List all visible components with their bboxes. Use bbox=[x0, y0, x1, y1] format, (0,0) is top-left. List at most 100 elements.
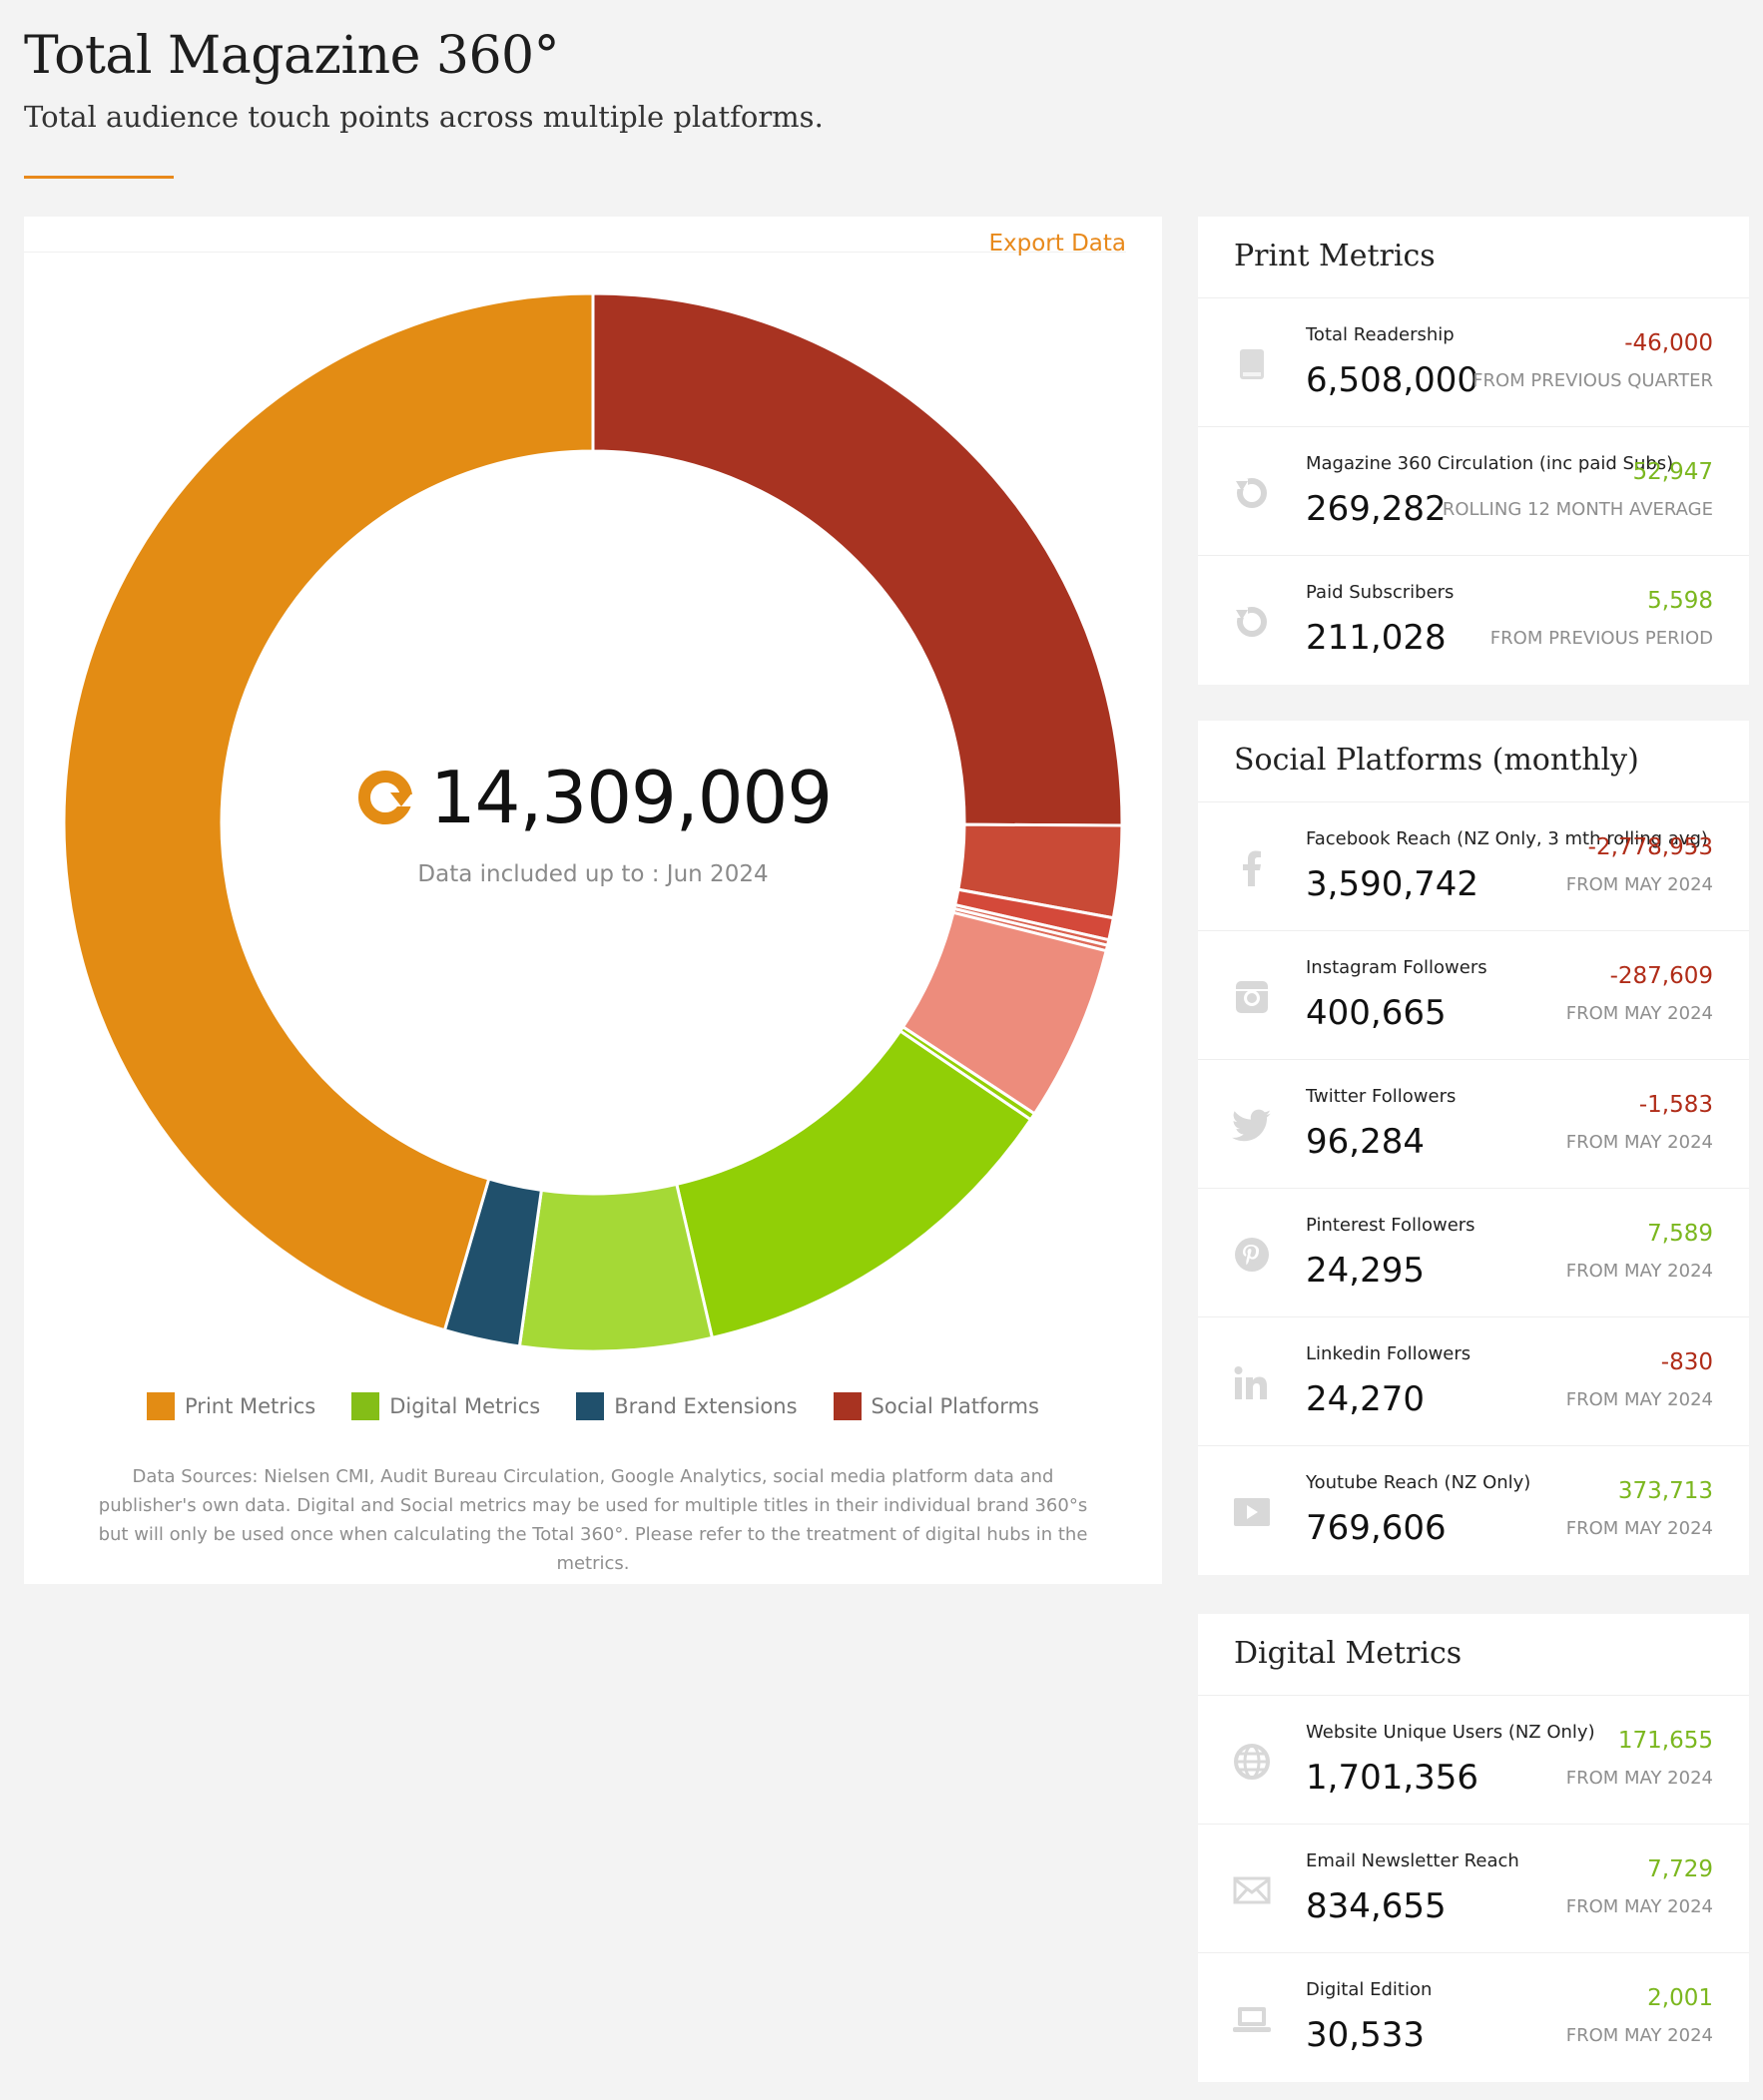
card-title: Print Metrics bbox=[1198, 217, 1749, 298]
legend-item-print[interactable]: Print Metrics bbox=[147, 1392, 315, 1420]
legend-swatch bbox=[147, 1392, 176, 1420]
metric-change: -2,778,953 bbox=[1587, 834, 1713, 860]
metric-row-total-readership: Total Readership 6,508,000 -46,000 FROM … bbox=[1198, 298, 1749, 427]
metric-change: -287,609 bbox=[1609, 963, 1713, 989]
refresh-icon bbox=[357, 771, 412, 824]
metric-value: 3,590,742 bbox=[1306, 864, 1479, 904]
metric-value: 211,028 bbox=[1306, 618, 1447, 658]
metric-period: FROM PREVIOUS QUARTER bbox=[1472, 370, 1713, 391]
refresh-icon bbox=[1232, 473, 1272, 513]
metric-period: FROM MAY 2024 bbox=[1565, 1132, 1713, 1153]
pinterest-icon bbox=[1232, 1235, 1272, 1275]
legend-item-digital[interactable]: Digital Metrics bbox=[351, 1392, 540, 1420]
metric-label: Magazine 360 Circulation (inc paid Subs) bbox=[1306, 453, 1674, 474]
page-title: Total Magazine 360° bbox=[24, 26, 560, 86]
metric-period: FROM MAY 2024 bbox=[1565, 1896, 1713, 1917]
legend-label: Brand Extensions bbox=[614, 1394, 798, 1418]
legend-item-brand[interactable]: Brand Extensions bbox=[576, 1392, 798, 1420]
mail-icon bbox=[1232, 1870, 1272, 1910]
metric-change: 2,001 bbox=[1647, 1985, 1713, 2011]
metric-period: FROM PREVIOUS PERIOD bbox=[1489, 628, 1713, 649]
legend-swatch bbox=[351, 1392, 380, 1420]
metric-value: 24,295 bbox=[1306, 1251, 1425, 1291]
legend-label: Print Metrics bbox=[185, 1394, 316, 1418]
book-icon bbox=[1232, 344, 1272, 384]
metric-period: FROM MAY 2024 bbox=[1565, 874, 1713, 895]
card-title: Social Platforms (monthly) bbox=[1198, 721, 1749, 802]
metric-row-email-newsletter: Email Newsletter Reach 834,655 7,729 FRO… bbox=[1198, 1825, 1749, 1953]
card-title: Digital Metrics bbox=[1198, 1614, 1749, 1696]
card-divider bbox=[24, 252, 1126, 253]
metric-period: FROM MAY 2024 bbox=[1565, 1389, 1713, 1410]
metric-value: 834,655 bbox=[1306, 1886, 1447, 1926]
donut-slice-total-readership[interactable] bbox=[62, 291, 595, 1332]
title-divider bbox=[24, 176, 174, 179]
metric-row-youtube: Youtube Reach (NZ Only) 769,606 373,713 … bbox=[1198, 1446, 1749, 1575]
metric-change: 7,729 bbox=[1647, 1856, 1713, 1882]
legend-swatch bbox=[833, 1392, 862, 1420]
metric-period: ROLLING 12 MONTH AVERAGE bbox=[1442, 499, 1713, 520]
legend-label: Social Platforms bbox=[871, 1394, 1039, 1418]
metric-row-website-users: Website Unique Users (NZ Only) 1,701,356… bbox=[1198, 1696, 1749, 1825]
metric-label: Linkedin Followers bbox=[1306, 1343, 1471, 1364]
metric-change: 5,598 bbox=[1647, 588, 1713, 614]
print-metrics-card: Print Metrics Total Readership 6,508,000… bbox=[1198, 217, 1749, 685]
metric-period: FROM MAY 2024 bbox=[1565, 1518, 1713, 1539]
total-audience: 14,309,009 bbox=[354, 756, 833, 839]
metric-value: 1,701,356 bbox=[1306, 1758, 1479, 1798]
metric-value: 6,508,000 bbox=[1306, 360, 1479, 400]
metric-row-circulation: Magazine 360 Circulation (inc paid Subs)… bbox=[1198, 427, 1749, 556]
metric-change: -1,583 bbox=[1638, 1092, 1713, 1118]
metric-row-paid-subscribers: Paid Subscribers 211,028 5,598 FROM PREV… bbox=[1198, 556, 1749, 685]
metric-label: Facebook Reach (NZ Only, 3 mth rolling a… bbox=[1306, 828, 1708, 849]
social-platforms-card: Social Platforms (monthly) Facebook Reac… bbox=[1198, 721, 1749, 1575]
donut-slice-email-newsletter-reach[interactable] bbox=[517, 1182, 715, 1353]
chart-center: 14,309,009 Data included up to : Jun 202… bbox=[24, 756, 1162, 887]
metric-label: Total Readership bbox=[1306, 324, 1455, 345]
legend-label: Digital Metrics bbox=[389, 1394, 541, 1418]
metric-period: FROM MAY 2024 bbox=[1565, 2025, 1713, 2046]
export-data-link[interactable]: Export Data bbox=[988, 231, 1126, 257]
metric-value: 769,606 bbox=[1306, 1508, 1447, 1548]
metric-value: 269,282 bbox=[1306, 489, 1447, 529]
metric-change: 171,655 bbox=[1617, 1728, 1713, 1754]
donut-chart bbox=[62, 291, 1124, 1353]
data-date-note: Data included up to : Jun 2024 bbox=[417, 861, 769, 887]
metric-row-twitter: Twitter Followers 96,284 -1,583 FROM MAY… bbox=[1198, 1060, 1749, 1189]
metric-label: Instagram Followers bbox=[1306, 957, 1487, 978]
donut-slice-facebook-reach-nz-only-3-mth-rolling-avg[interactable] bbox=[591, 291, 1124, 827]
chart-card: Export Data 14,309,009 Data included up … bbox=[24, 217, 1162, 1584]
instagram-icon bbox=[1232, 977, 1272, 1017]
metric-label: Pinterest Followers bbox=[1306, 1215, 1475, 1236]
laptop-icon bbox=[1232, 1999, 1272, 2039]
linkedin-icon bbox=[1232, 1363, 1272, 1403]
legend-item-social[interactable]: Social Platforms bbox=[833, 1392, 1039, 1420]
metric-change: -830 bbox=[1660, 1349, 1713, 1375]
youtube-icon bbox=[1232, 1492, 1272, 1532]
metric-row-instagram: Instagram Followers 400,665 -287,609 FRO… bbox=[1198, 931, 1749, 1060]
digital-metrics-card: Digital Metrics Website Unique Users (NZ… bbox=[1198, 1614, 1749, 2082]
metric-label: Paid Subscribers bbox=[1306, 582, 1455, 603]
metric-change: -46,000 bbox=[1624, 330, 1713, 356]
facebook-icon bbox=[1232, 848, 1272, 888]
total-value: 14,309,009 bbox=[429, 756, 833, 839]
metric-label: Youtube Reach (NZ Only) bbox=[1306, 1472, 1531, 1493]
metric-period: FROM MAY 2024 bbox=[1565, 1003, 1713, 1024]
metric-row-facebook: Facebook Reach (NZ Only, 3 mth rolling a… bbox=[1198, 802, 1749, 931]
metric-label: Digital Edition bbox=[1306, 1979, 1433, 2000]
legend-swatch bbox=[576, 1392, 605, 1420]
metric-row-linkedin: Linkedin Followers 24,270 -830 FROM MAY … bbox=[1198, 1317, 1749, 1446]
metric-period: FROM MAY 2024 bbox=[1565, 1261, 1713, 1282]
twitter-icon bbox=[1232, 1106, 1272, 1146]
metric-label: Website Unique Users (NZ Only) bbox=[1306, 1722, 1595, 1743]
globe-icon bbox=[1232, 1742, 1272, 1782]
metric-change: 52,947 bbox=[1632, 459, 1713, 485]
metric-value: 30,533 bbox=[1306, 2015, 1425, 2055]
metric-label: Email Newsletter Reach bbox=[1306, 1850, 1519, 1871]
metric-change: 373,713 bbox=[1617, 1478, 1713, 1504]
refresh-icon bbox=[1232, 602, 1272, 642]
metric-label: Twitter Followers bbox=[1306, 1086, 1457, 1107]
metric-value: 96,284 bbox=[1306, 1122, 1425, 1162]
metric-row-digital-edition: Digital Edition 30,533 2,001 FROM MAY 20… bbox=[1198, 1953, 1749, 2082]
metric-value: 24,270 bbox=[1306, 1379, 1425, 1419]
